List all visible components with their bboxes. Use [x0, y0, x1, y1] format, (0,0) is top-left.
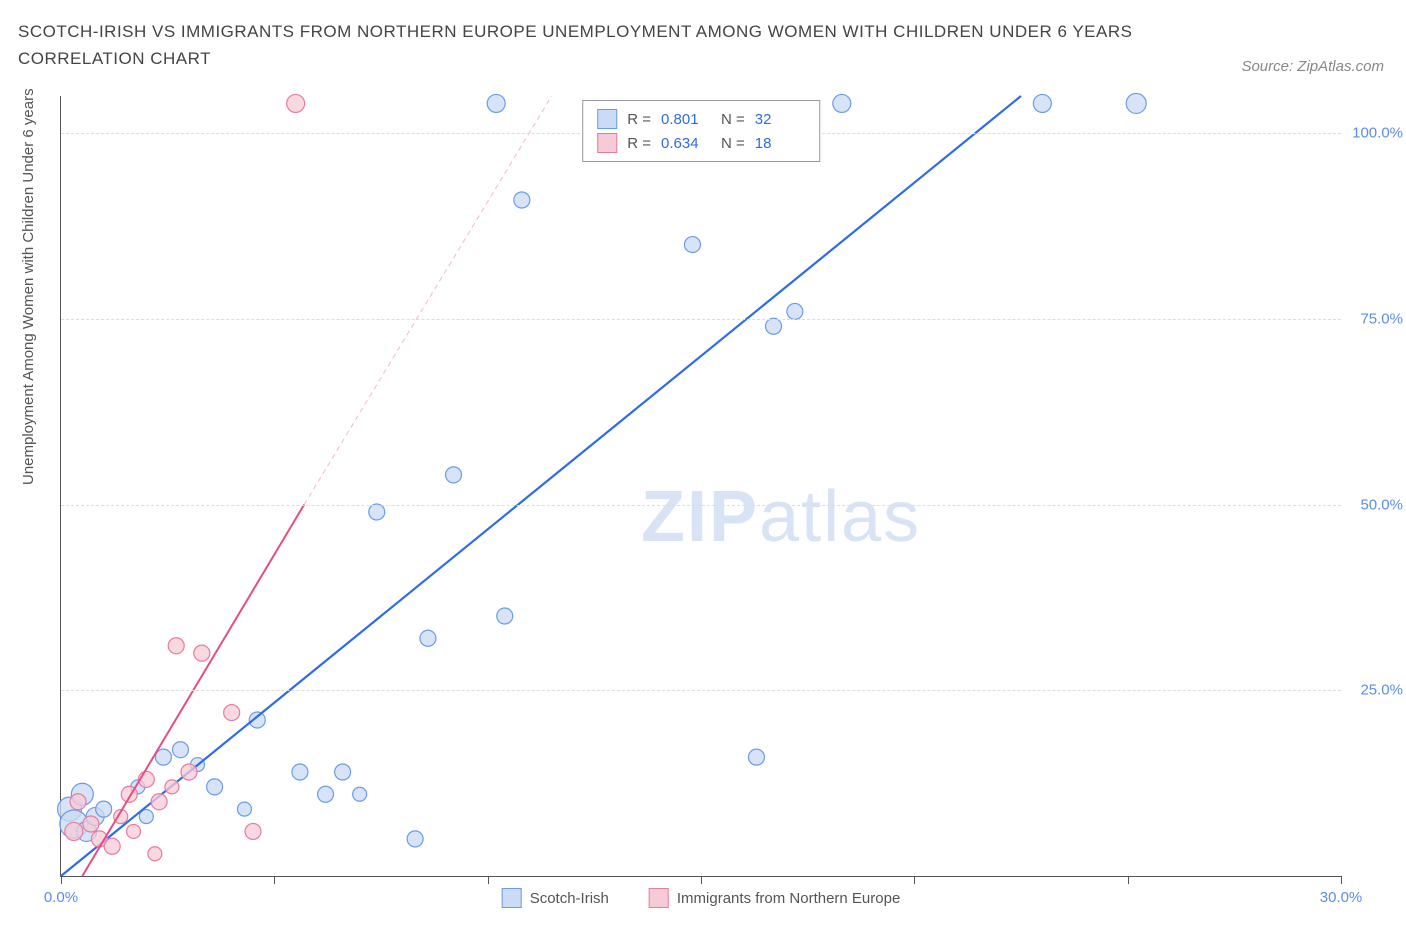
data-point: [151, 794, 167, 810]
y-axis-label: Unemployment Among Women with Children U…: [20, 88, 37, 485]
data-point: [748, 749, 764, 765]
data-point: [104, 838, 120, 854]
y-tick-label: 75.0%: [1360, 310, 1403, 327]
data-point: [684, 237, 700, 253]
gridline: [61, 690, 1341, 691]
chart-title: SCOTCH-IRISH VS IMMIGRANTS FROM NORTHERN…: [18, 18, 1132, 72]
x-tick: [274, 876, 275, 884]
data-point: [83, 816, 99, 832]
legend-item-blue: Scotch-Irish: [502, 888, 609, 908]
data-point: [766, 318, 782, 334]
data-point: [1033, 94, 1051, 112]
x-tick: [1341, 876, 1342, 884]
data-point: [194, 645, 210, 661]
data-point: [292, 764, 308, 780]
gridline: [61, 319, 1341, 320]
data-point: [168, 638, 184, 654]
legend-swatch-blue: [502, 888, 522, 908]
data-point: [127, 824, 141, 838]
trend-line-extension: [304, 96, 551, 505]
data-point: [172, 742, 188, 758]
data-point: [335, 764, 351, 780]
y-tick-label: 25.0%: [1360, 682, 1403, 699]
data-point: [318, 786, 334, 802]
data-point: [70, 794, 86, 810]
y-tick-label: 100.0%: [1352, 125, 1403, 142]
data-point: [65, 822, 83, 840]
x-tick-label: 30.0%: [1320, 889, 1363, 906]
data-point: [96, 801, 112, 817]
data-point: [420, 630, 436, 646]
data-point: [353, 787, 367, 801]
stats-row-pink: R = 0.634 N = 18: [597, 131, 805, 155]
data-point: [833, 94, 851, 112]
data-point: [369, 504, 385, 520]
data-point: [237, 802, 251, 816]
legend-label-blue: Scotch-Irish: [530, 890, 609, 907]
legend-bottom: Scotch-Irish Immigrants from Northern Eu…: [502, 888, 901, 908]
scatter-chart: [61, 96, 1341, 876]
y-tick-label: 50.0%: [1360, 496, 1403, 513]
data-point: [787, 303, 803, 319]
data-point: [148, 847, 162, 861]
source-attribution: Source: ZipAtlas.com: [1241, 58, 1384, 75]
legend-swatch-pink: [649, 888, 669, 908]
data-point: [446, 467, 462, 483]
gridline: [61, 505, 1341, 506]
x-tick: [914, 876, 915, 884]
data-point: [497, 608, 513, 624]
data-point: [287, 94, 305, 112]
legend-label-pink: Immigrants from Northern Europe: [677, 890, 900, 907]
data-point: [224, 705, 240, 721]
data-point: [1126, 93, 1146, 113]
stats-swatch-pink: [597, 133, 617, 153]
trend-line: [61, 96, 1021, 876]
data-point: [487, 94, 505, 112]
data-point: [514, 192, 530, 208]
data-point: [181, 764, 197, 780]
data-point: [165, 780, 179, 794]
x-tick: [488, 876, 489, 884]
title-line-1: SCOTCH-IRISH VS IMMIGRANTS FROM NORTHERN…: [18, 18, 1132, 45]
stats-legend-box: R = 0.801 N = 32 R = 0.634 N = 18: [582, 100, 820, 162]
x-tick: [701, 876, 702, 884]
data-point: [245, 823, 261, 839]
x-tick-label: 0.0%: [44, 889, 78, 906]
data-point: [407, 831, 423, 847]
plot-area: ZIPatlas 25.0%50.0%75.0%100.0% 0.0%30.0%…: [60, 96, 1341, 877]
stats-swatch-blue: [597, 109, 617, 129]
data-point: [207, 779, 223, 795]
title-line-2: CORRELATION CHART: [18, 45, 1132, 72]
x-tick: [61, 876, 62, 884]
legend-item-pink: Immigrants from Northern Europe: [649, 888, 900, 908]
stats-row-blue: R = 0.801 N = 32: [597, 107, 805, 131]
x-tick: [1128, 876, 1129, 884]
